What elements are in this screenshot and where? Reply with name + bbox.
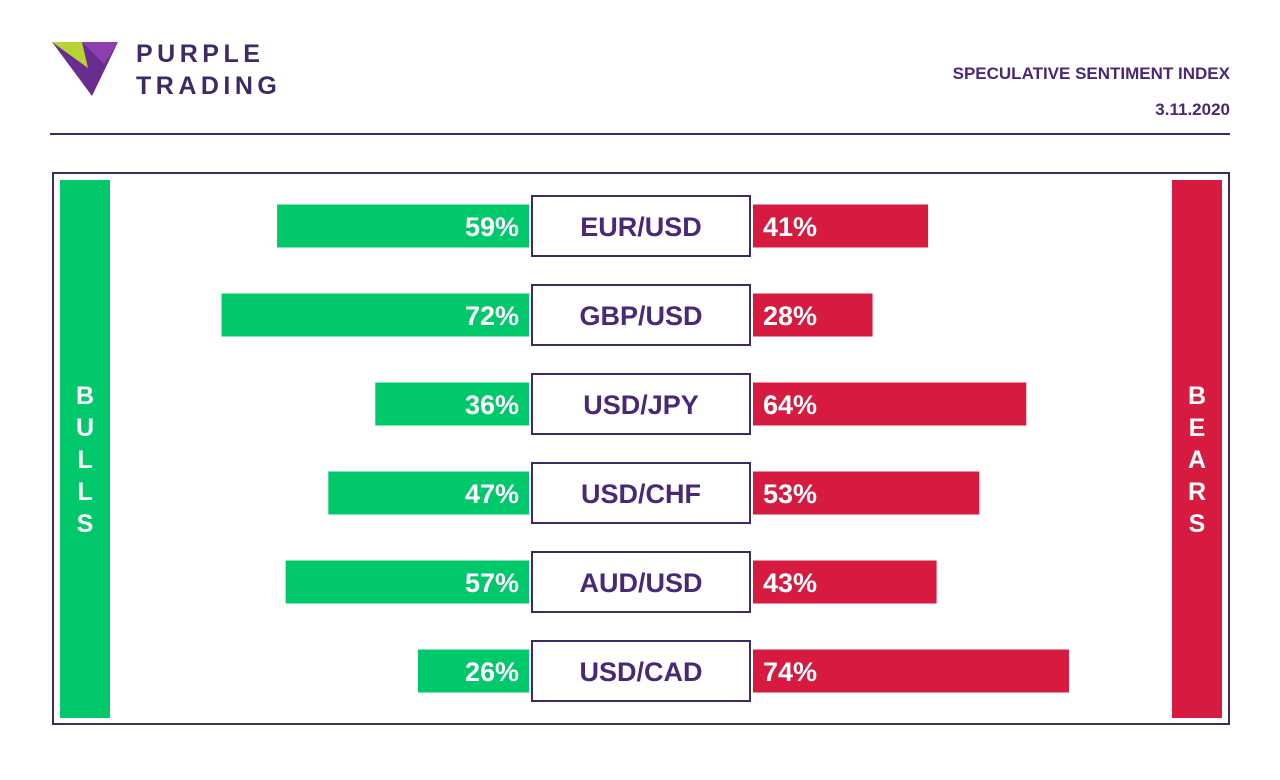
bull-value-5: 57% [465,568,519,598]
bull-value-2: 72% [465,301,519,331]
bull-bar-3 [375,382,529,426]
bear-value-6: 74% [763,657,817,687]
pair-box-5 [531,551,751,613]
pair-label-3: USD/JPY [583,390,699,420]
bear-bar-1 [753,204,929,248]
pair-box-1 [531,195,751,257]
bulls-label-letter-2: U [75,414,95,442]
brand-logo: PURPLE TRADING [52,38,312,100]
brand-name: PURPLE TRADING [136,38,281,102]
bull-bar-1 [277,204,529,248]
bulls-label-letter-4: L [77,478,93,506]
report-title: SPECULATIVE SENTIMENT INDEX [952,64,1230,83]
bear-bar-3 [753,382,1027,426]
pair-label-6: USD/CAD [579,657,702,687]
pair-box-2 [531,284,751,346]
pair-label-4: USD/CHF [581,479,701,509]
bear-value-5: 43% [763,568,817,598]
bear-bar-2 [753,293,873,337]
bear-value-2: 28% [763,301,817,331]
bears-label-letter-3: A [1187,446,1207,474]
bear-value-4: 53% [763,479,817,509]
bears-label-letter-4: R [1187,478,1207,506]
pair-label-1: EUR/USD [580,212,702,242]
brand-name-line2: TRADING [136,72,282,100]
bears-label-letter-5: S [1188,510,1206,538]
bull-bar-4 [328,471,529,515]
report-header: SPECULATIVE SENTIMENT INDEX 3.11.2020 [953,56,1230,128]
bull-bar-2 [221,293,529,337]
bull-value-4: 47% [465,479,519,509]
bull-value-6: 26% [465,657,519,687]
pair-label-2: GBP/USD [579,301,702,331]
bull-value-1: 59% [465,212,519,242]
bulls-label-letter-1: B [75,382,95,410]
bear-bar-6 [753,649,1069,693]
purple-trading-logo-mark [52,42,118,96]
pair-box-4 [531,462,751,524]
bulls-label-letter-5: S [76,510,94,538]
bear-bar-4 [753,471,980,515]
bull-value-3: 36% [465,390,519,420]
report-date: 3.11.2020 [1155,100,1230,119]
bulls-label-letter-3: L [77,446,93,474]
bear-value-3: 64% [763,390,817,420]
header-divider [50,133,1230,135]
bear-bar-5 [753,560,937,604]
bull-bar-6 [417,649,529,693]
pair-label-5: AUD/USD [579,568,702,598]
pair-box-6 [531,640,751,702]
bear-value-1: 41% [763,212,817,242]
chart-frame [52,172,1230,725]
bears-label-letter-1: B [1187,382,1207,410]
bears-label-letter-2: E [1188,414,1206,442]
pair-box-3 [531,373,751,435]
bull-bar-5 [285,560,529,604]
brand-name-line1: PURPLE [136,40,265,68]
